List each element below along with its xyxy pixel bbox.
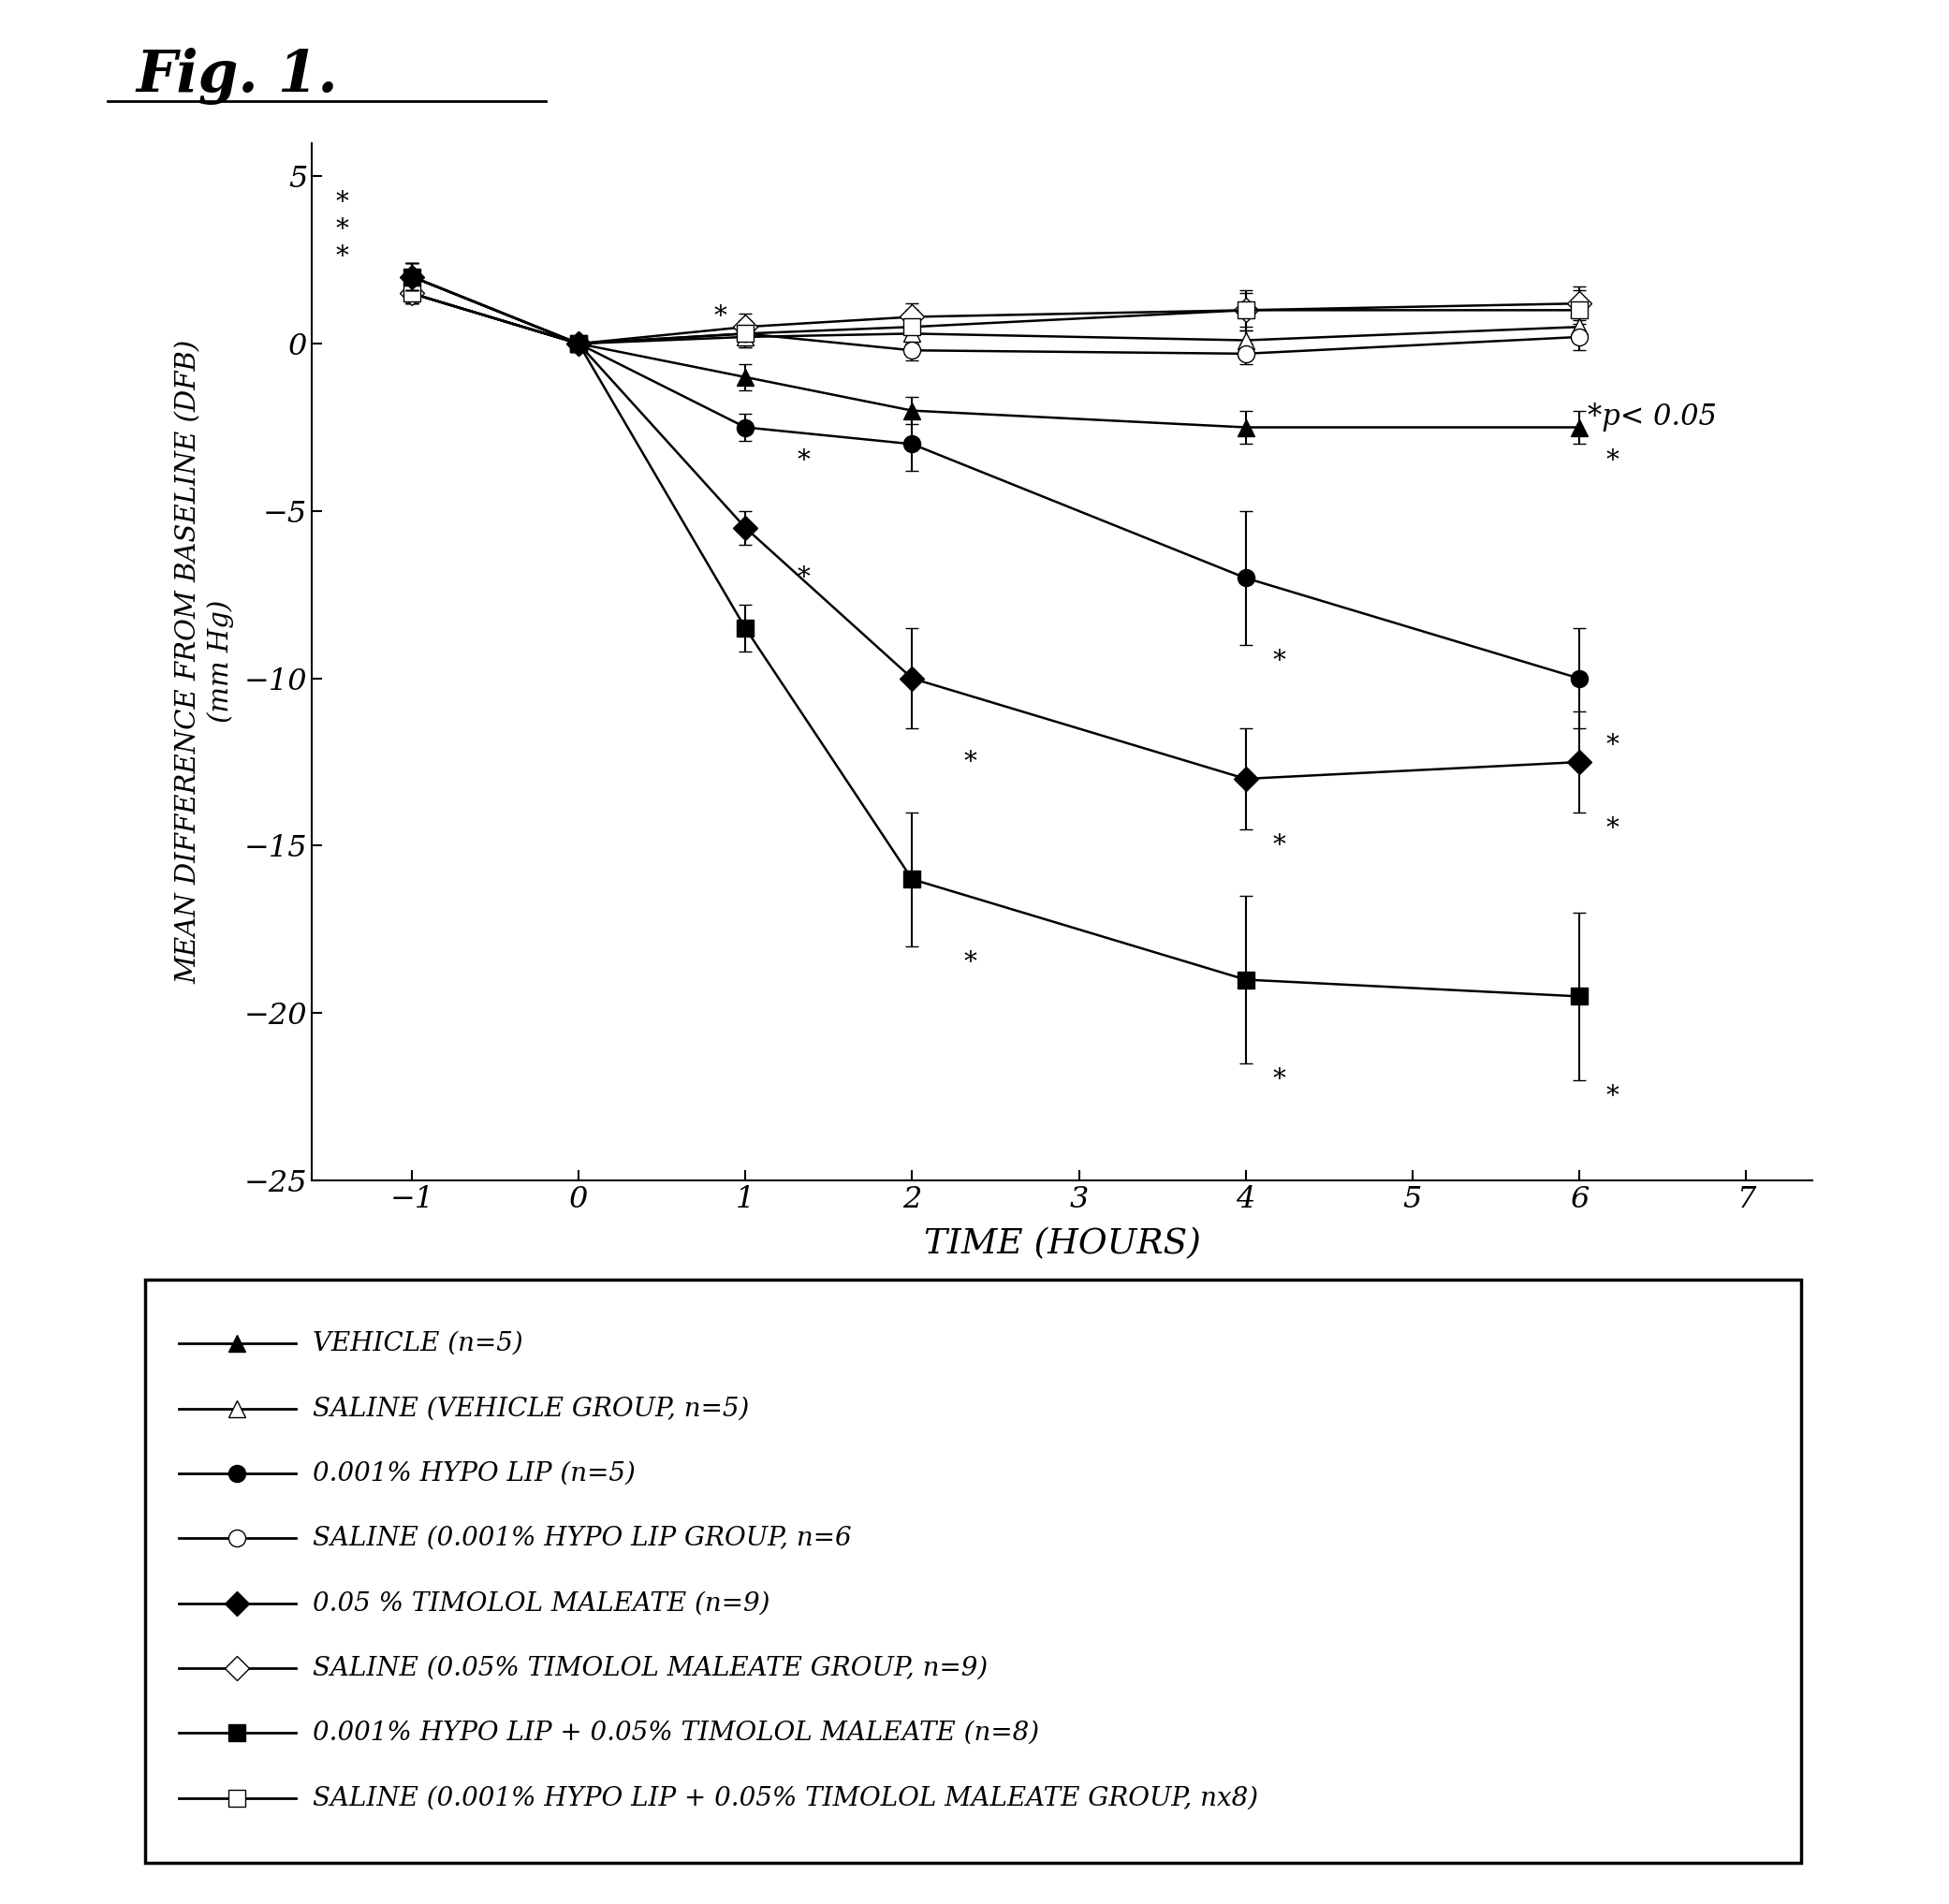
Text: *: *: [1273, 1068, 1286, 1093]
Text: *: *: [1606, 817, 1620, 842]
Text: SALINE (0.001% HYPO LIP GROUP, n=6: SALINE (0.001% HYPO LIP GROUP, n=6: [312, 1525, 852, 1552]
Text: 0.001% HYPO LIP + 0.05% TIMOLOL MALEATE (n=8): 0.001% HYPO LIP + 0.05% TIMOLOL MALEATE …: [312, 1721, 1039, 1746]
Text: *p< 0.05: *p< 0.05: [1586, 404, 1717, 432]
Text: *: *: [1606, 1083, 1620, 1110]
Text: SALINE (VEHICLE GROUP, n=5): SALINE (VEHICLE GROUP, n=5): [312, 1396, 748, 1420]
Text: SALINE (0.001% HYPO LIP + 0.05% TIMOLOL MALEATE GROUP, nx8): SALINE (0.001% HYPO LIP + 0.05% TIMOLOL …: [312, 1786, 1257, 1811]
Text: *: *: [335, 190, 349, 215]
Text: *: *: [335, 217, 349, 242]
Text: *: *: [965, 750, 976, 775]
Text: SALINE (0.05% TIMOLOL MALEATE GROUP, n=9): SALINE (0.05% TIMOLOL MALEATE GROUP, n=9…: [312, 1656, 988, 1681]
Text: *: *: [1606, 447, 1620, 474]
Text: *: *: [335, 244, 349, 268]
Text: *: *: [797, 565, 811, 590]
X-axis label: TIME (HOURS): TIME (HOURS): [924, 1226, 1201, 1260]
Text: *: *: [797, 447, 811, 474]
Y-axis label: MEAN DIFFERENCE FROM BASELINE (DFB)
(mm Hg): MEAN DIFFERENCE FROM BASELINE (DFB) (mm …: [175, 339, 234, 984]
Text: 0.05 % TIMOLOL MALEATE (n=9): 0.05 % TIMOLOL MALEATE (n=9): [312, 1590, 770, 1616]
Text: 0.001% HYPO LIP (n=5): 0.001% HYPO LIP (n=5): [312, 1460, 635, 1485]
Text: *: *: [1606, 733, 1620, 758]
Text: *: *: [713, 305, 727, 329]
Text: *: *: [965, 950, 976, 975]
Text: *: *: [1273, 834, 1286, 859]
Text: VEHICLE (n=5): VEHICLE (n=5): [312, 1331, 522, 1356]
Text: *: *: [1273, 649, 1286, 674]
Text: Fig. 1.: Fig. 1.: [136, 48, 339, 105]
